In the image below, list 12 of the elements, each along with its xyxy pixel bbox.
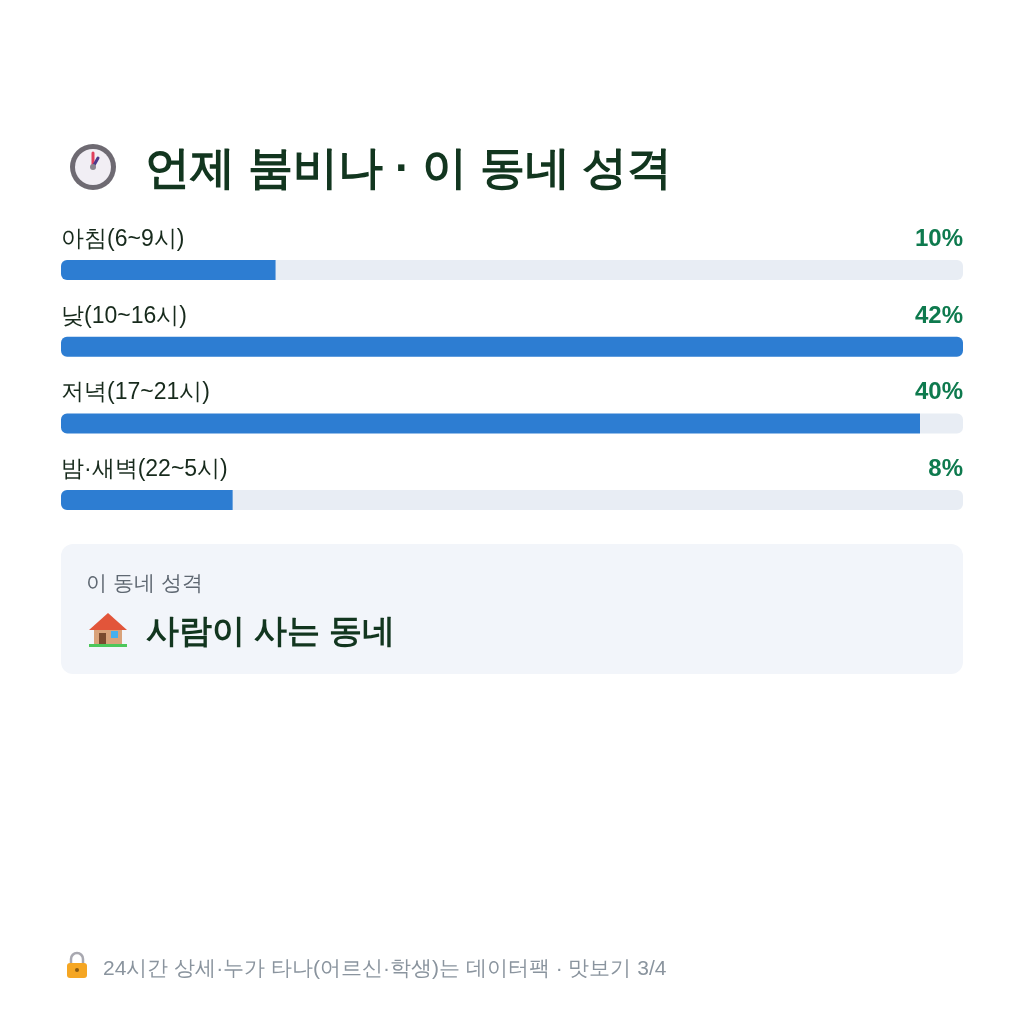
chart-title: 언제 붐비나 · 이 동네 성격 [145,142,673,193]
y-tick-label: 밤·새벽(22~5시) [61,455,228,482]
data-label: 40% [914,377,963,405]
data-label: 8% [928,454,963,482]
text: 이 동네 성격 [86,571,203,594]
text: 24시간 상세·누가 타나(어르신·학생)는 데이터팩 · 맛보기 3/4 [103,956,667,979]
data-label: 42% [914,300,963,328]
y-tick-label: 낮(10~16시) [61,301,187,328]
data-label: 10% [914,224,963,251]
y-tick-label: 아침(6~9시) [61,225,185,251]
y-tick-label: 저녁(17~21시) [61,378,210,405]
text: 사람이 사는 동네 [146,612,396,649]
